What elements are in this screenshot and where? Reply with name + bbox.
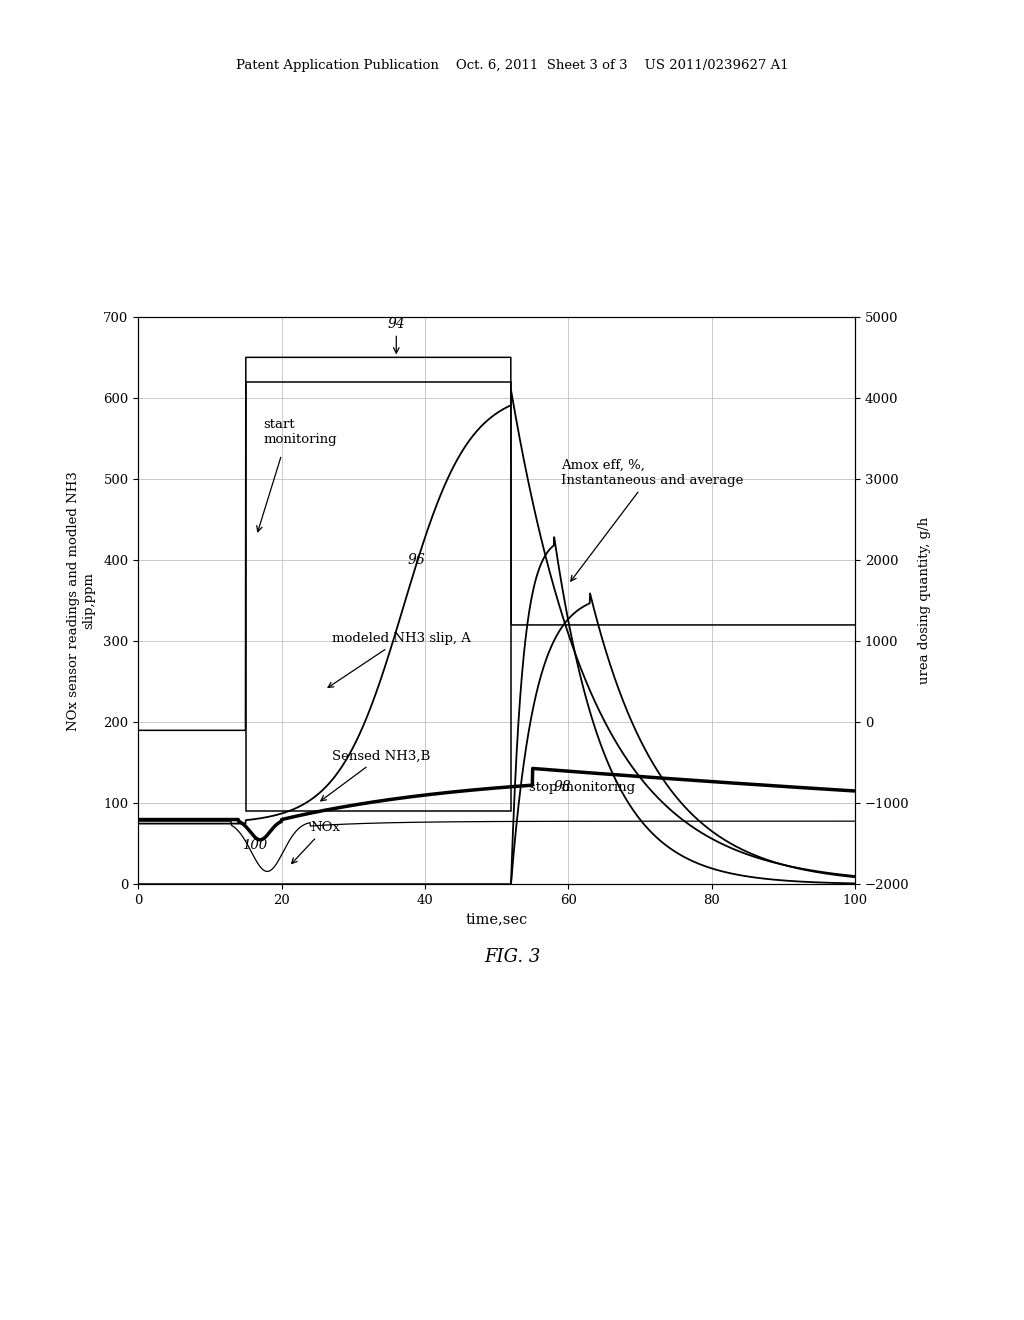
Bar <box>246 381 511 812</box>
Text: Amox eff, %,
Instantaneous and average: Amox eff, %, Instantaneous and average <box>561 459 743 581</box>
Text: FIG. 3: FIG. 3 <box>483 948 541 966</box>
Text: stop monitoring: stop monitoring <box>528 780 635 793</box>
Text: 94: 94 <box>387 317 406 354</box>
Text: start
monitoring: start monitoring <box>264 418 337 446</box>
Y-axis label: urea dosing quantity, g/h: urea dosing quantity, g/h <box>918 517 931 684</box>
Text: modeled NH3 slip, A: modeled NH3 slip, A <box>328 632 471 688</box>
Text: 100: 100 <box>242 840 267 851</box>
Text: Patent Application Publication    Oct. 6, 2011  Sheet 3 of 3    US 2011/0239627 : Patent Application Publication Oct. 6, 2… <box>236 59 788 73</box>
Text: 98: 98 <box>554 780 571 795</box>
Text: 96: 96 <box>407 553 425 568</box>
Y-axis label: NOx sensor readings and modled NH3
slip,ppm: NOx sensor readings and modled NH3 slip,… <box>67 471 95 730</box>
Text: NOx: NOx <box>292 821 340 863</box>
Text: Sensed NH3,B: Sensed NH3,B <box>321 750 430 801</box>
X-axis label: time,sec: time,sec <box>466 912 527 927</box>
